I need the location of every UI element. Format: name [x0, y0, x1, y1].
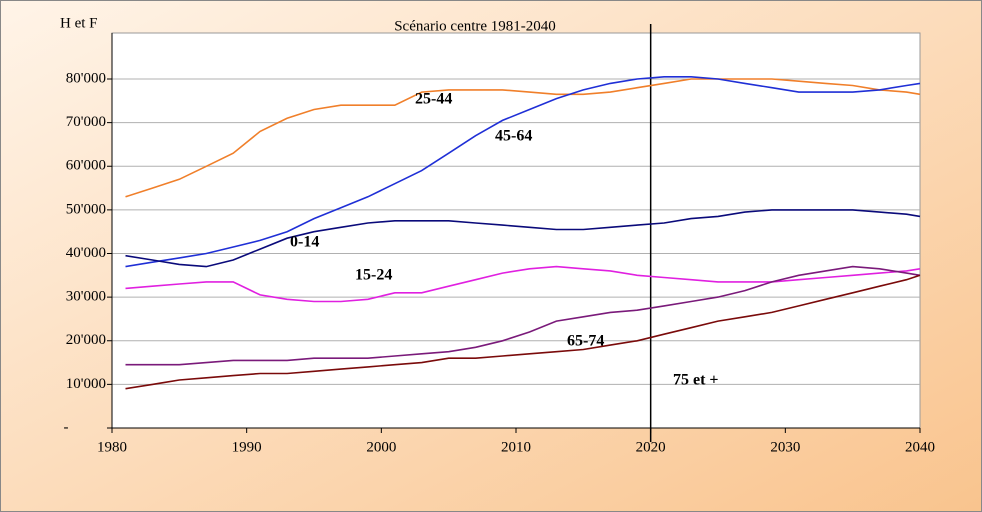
x-tick-label: 1980 [97, 439, 127, 455]
series-label: 75 et + [673, 372, 719, 389]
y-axis-label: H et F [60, 15, 98, 31]
y-tick-label: - [64, 419, 69, 435]
series-label: 0-14 [290, 234, 319, 251]
y-tick-label: 60'000 [66, 158, 106, 174]
y-tick-label: 10'000 [66, 376, 106, 392]
line-series [125, 274, 921, 390]
x-tick-label: 2000 [366, 439, 396, 455]
series-label: 25-44 [415, 91, 452, 108]
chart-title: Scénario centre 1981-2040 [394, 18, 556, 34]
series-label: 65-74 [567, 333, 604, 350]
series-label: 45-64 [495, 128, 532, 145]
y-tick-label: 30'000 [66, 289, 106, 305]
y-tick-label: 20'000 [66, 332, 106, 348]
y-tick-label: 80'000 [66, 70, 106, 86]
y-tick-label: 70'000 [66, 114, 106, 130]
line-series [125, 209, 921, 268]
line-series [125, 76, 921, 268]
x-tick-label: 2030 [770, 439, 800, 455]
y-tick-label: 50'000 [66, 201, 106, 217]
series-label: 15-24 [355, 267, 392, 284]
plot-area [111, 32, 921, 429]
line-series [125, 78, 921, 198]
x-tick-label: 1990 [232, 439, 262, 455]
line-series [125, 265, 921, 366]
line-series [125, 265, 921, 303]
x-tick-label: 2010 [501, 439, 531, 455]
y-tick-label: 40'000 [66, 245, 106, 261]
x-tick-label: 2020 [636, 439, 666, 455]
x-tick-label: 2040 [905, 439, 935, 455]
